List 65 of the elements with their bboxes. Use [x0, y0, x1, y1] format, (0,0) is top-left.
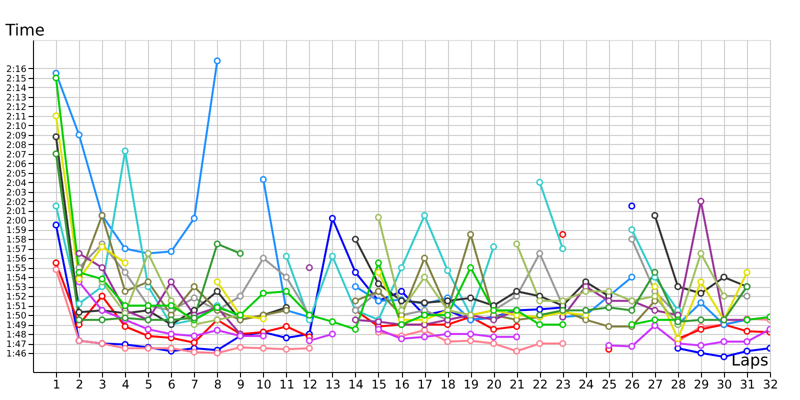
x-tick-label: 19 — [463, 378, 479, 392]
y-tick-label: 1:56 — [6, 254, 27, 265]
x-tick-label: 4 — [122, 378, 130, 392]
y-tick-label: 2:00 — [6, 216, 27, 227]
y-tick-label: 1:46 — [6, 350, 27, 360]
y-tick-label: 1:57 — [6, 245, 26, 256]
y-tick-label: 2:13 — [6, 93, 26, 104]
y-tick-label: 2:01 — [6, 207, 26, 218]
x-tick-label: 16 — [394, 378, 410, 392]
x-tick-label: 26 — [624, 378, 640, 392]
y-tick-label: 2:04 — [6, 178, 27, 189]
x-tick-label: 25 — [602, 378, 617, 392]
y-tick-label: 2:10 — [6, 122, 27, 132]
y-tick-label: 1:47 — [6, 340, 26, 350]
x-tick-label: 11 — [279, 378, 294, 392]
x-tick-label: 18 — [440, 378, 456, 392]
x-tick-label: 8 — [214, 378, 222, 392]
x-tick-label: 22 — [532, 378, 548, 392]
x-tick-label: 32 — [762, 378, 778, 392]
x-tick-label: 29 — [694, 378, 710, 392]
x-tick-label: 23 — [556, 378, 571, 392]
y-tick-label: 1:51 — [6, 302, 26, 312]
x-tick-label: 28 — [670, 378, 686, 392]
y-tick-label: 1:59 — [6, 226, 27, 236]
x-tick-label: 31 — [740, 378, 756, 392]
x-tick-label: 2 — [76, 378, 84, 392]
y-tick-label: 2:08 — [6, 140, 27, 151]
y-axis-title: Time — [4, 20, 45, 40]
x-tick-label: 5 — [144, 378, 152, 392]
y-tick-label: 2:05 — [6, 169, 26, 180]
x-tick-label: 12 — [302, 378, 318, 392]
x-axis-title: Laps — [731, 350, 768, 370]
y-tick-label: 2:06 — [6, 160, 27, 170]
y-tick-label: 1:48 — [6, 330, 27, 341]
x-tick-label: 6 — [168, 378, 176, 392]
x-tick-label: 3 — [98, 378, 106, 392]
x-tick-label: 1 — [52, 378, 60, 392]
y-tick-label: 2:12 — [6, 102, 26, 113]
y-tick-label: 1:53 — [6, 283, 26, 294]
y-tick-label: 1:50 — [6, 312, 27, 322]
x-tick-label: 24 — [578, 378, 594, 392]
y-tick-label: 2:09 — [6, 131, 27, 142]
x-tick-label: 13 — [325, 378, 341, 392]
x-tick-label: 30 — [716, 378, 732, 392]
y-tick-label: 2:16 — [6, 64, 27, 75]
x-tick-label: 15 — [371, 378, 387, 392]
x-tick-label: 17 — [417, 378, 433, 392]
y-tick-label: 1:49 — [6, 321, 27, 332]
y-tick-label: 2:11 — [6, 112, 26, 122]
x-tick-label: 14 — [348, 378, 364, 392]
x-tick-label: 27 — [648, 378, 663, 392]
x-tick-label: 9 — [236, 378, 245, 392]
y-tick-label: 1:52 — [6, 292, 26, 303]
y-tick-label: 2:07 — [6, 150, 26, 160]
y-tick-label: 1:54 — [6, 274, 27, 284]
y-tick-label: 1:58 — [6, 236, 27, 246]
y-tick-label: 2:02 — [6, 198, 26, 208]
y-tick-label: 2:03 — [6, 188, 26, 198]
y-tick-label: 1:55 — [6, 264, 26, 274]
y-tick-label: 2:15 — [6, 74, 26, 84]
x-tick-label: 20 — [486, 378, 502, 392]
x-tick-label: 10 — [256, 378, 272, 392]
x-tick-label: 21 — [510, 378, 525, 392]
x-tick-label: 7 — [190, 378, 199, 392]
y-tick-label: 2:14 — [6, 84, 27, 94]
